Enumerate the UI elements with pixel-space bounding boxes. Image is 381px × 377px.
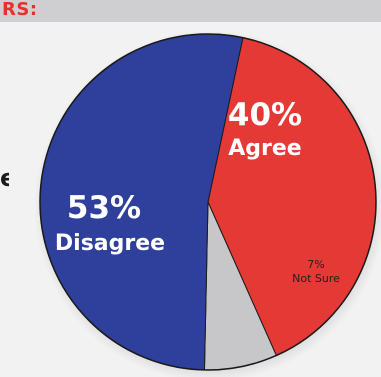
slice-label-notsure-name: Not Sure bbox=[292, 272, 340, 285]
slice-label-disagree-percent: 53% bbox=[67, 190, 141, 226]
slice-label-agree-name: Agree bbox=[228, 136, 301, 161]
header-band bbox=[0, 0, 381, 22]
slice-label-agree-percent: 40% bbox=[228, 97, 302, 133]
left-edge-text: e bbox=[0, 164, 9, 190]
slice-label-notsure-percent: 7% bbox=[307, 258, 324, 271]
pie-outline bbox=[39, 33, 377, 371]
slice-label-disagree-name: Disagree bbox=[55, 231, 165, 256]
header-text: RS: bbox=[2, 0, 38, 20]
